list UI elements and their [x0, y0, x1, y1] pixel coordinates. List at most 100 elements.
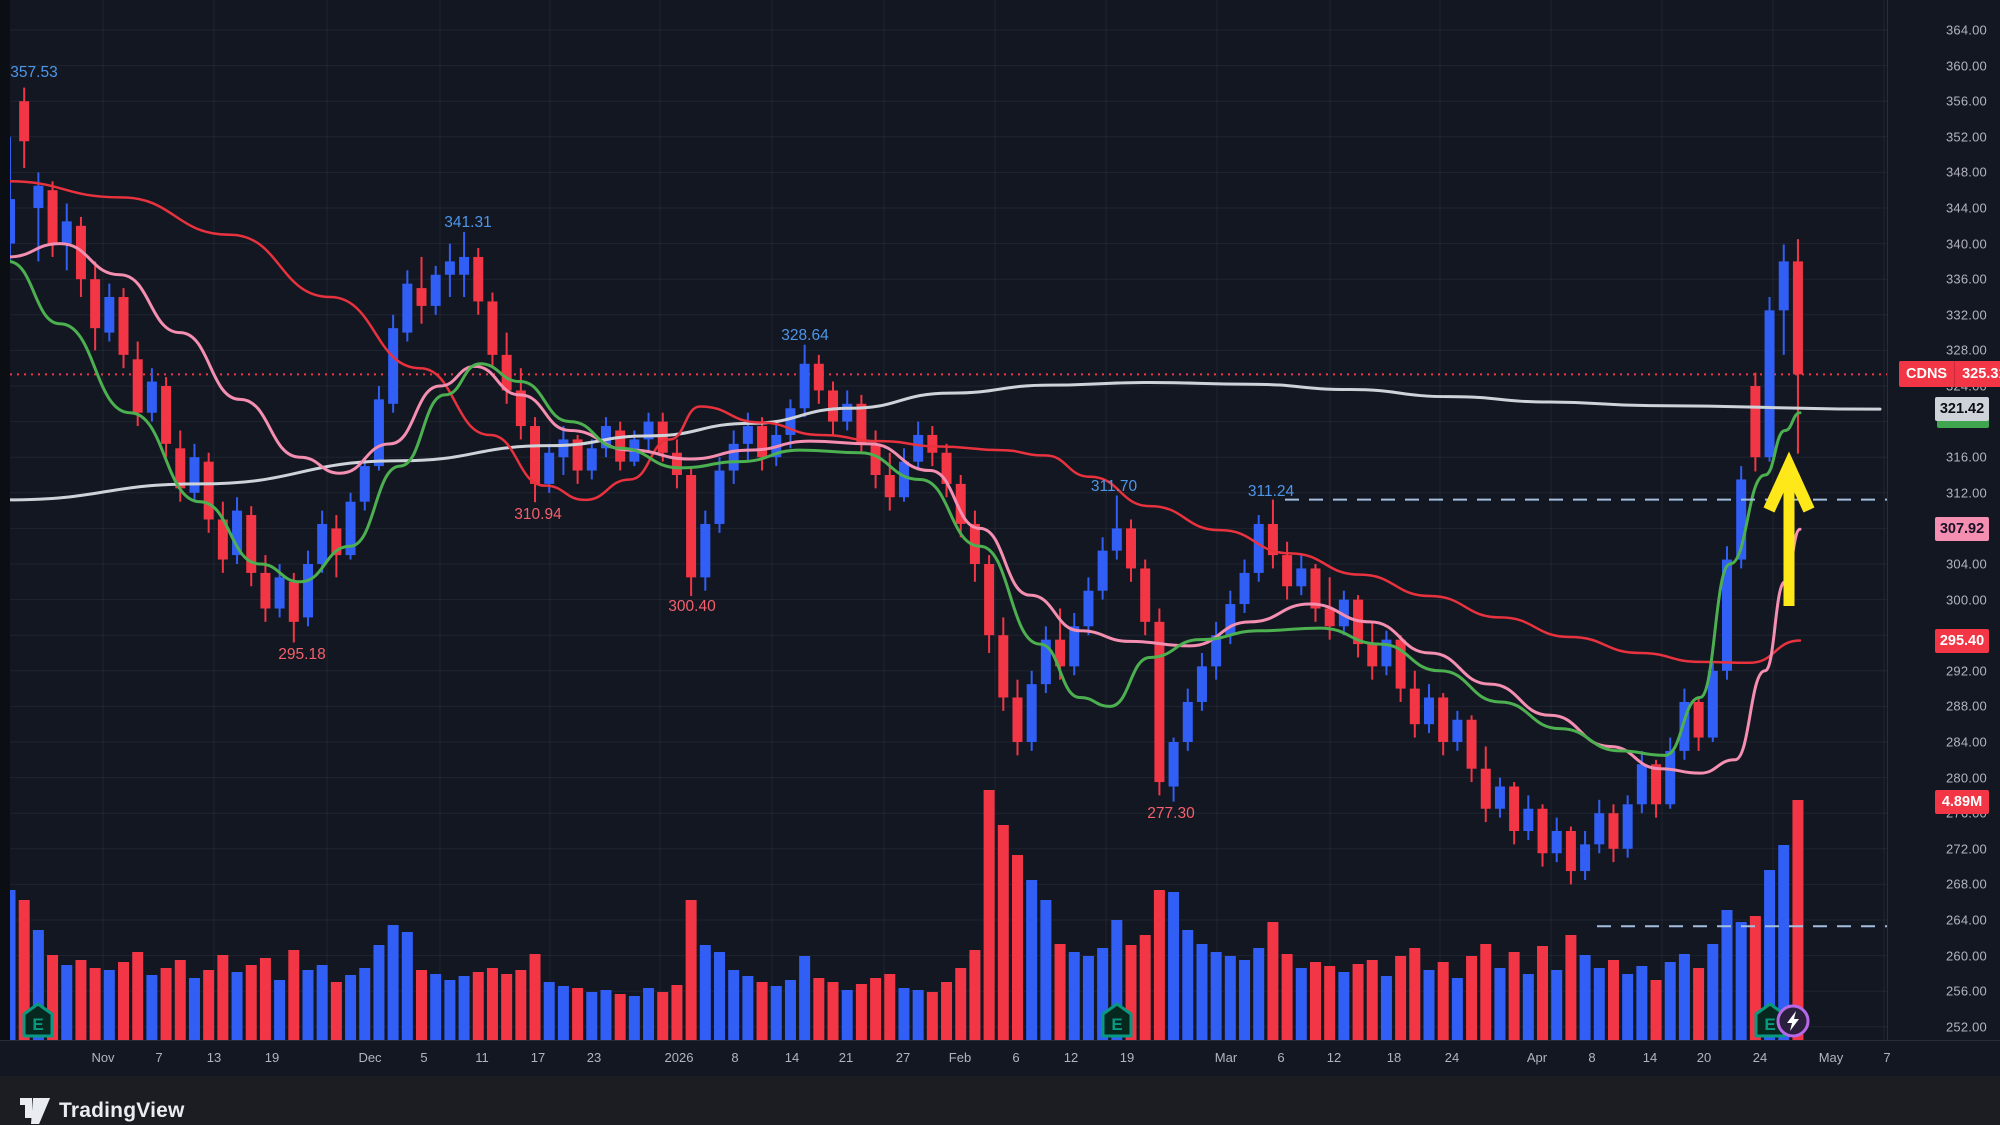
volume-bar [1026, 880, 1038, 1040]
candle-body [842, 403, 853, 422]
volume-bar [1125, 945, 1137, 1040]
breakout-arrow[interactable] [1763, 451, 1815, 606]
volume-bar [1409, 948, 1421, 1040]
candle-body [1665, 750, 1676, 805]
ma-red-line[interactable] [6, 180, 1802, 665]
candle-body [1721, 559, 1732, 671]
price-tick-label: 312.00 [1946, 485, 1987, 501]
price-tick-label: 348.00 [1946, 164, 1987, 180]
candles-layer [5, 87, 1803, 885]
volume-bar [118, 962, 130, 1040]
volume-bar [231, 972, 243, 1040]
volume-bar [870, 978, 882, 1040]
candle-body [19, 101, 30, 142]
price-axis[interactable]: 364.00 360.00 356.00 352.00 348.00 344.00 340.… [1887, 0, 2000, 1040]
tradingview-logo[interactable]: TradingView [20, 1098, 185, 1124]
lightning-icon-bolt [1787, 1011, 1799, 1031]
candle-body [473, 256, 484, 302]
ma-pink-line[interactable] [6, 242, 1802, 775]
candle-body [955, 483, 966, 524]
volume-bar [813, 978, 825, 1040]
red-ma-price-tag[interactable]: 295.40 [1935, 629, 1989, 653]
candle-body [1253, 523, 1264, 573]
volume-bar [1068, 952, 1080, 1040]
volume-bar [1111, 920, 1123, 1040]
arrow-shaft [1783, 474, 1795, 606]
volume-bar [643, 988, 655, 1040]
volume-bar [1565, 935, 1577, 1040]
date-tick-label: 23 [586, 1050, 602, 1065]
volume-bar [543, 982, 555, 1040]
candle-body [104, 297, 115, 333]
candle-body [1211, 635, 1222, 667]
volume-bar [330, 982, 342, 1040]
candle-body [1736, 479, 1747, 560]
volume-bar [1707, 944, 1719, 1040]
candle-body [1296, 568, 1307, 587]
volume-bar [1281, 954, 1293, 1040]
candle-body [1338, 599, 1349, 627]
date-tick-label: 27 [895, 1050, 911, 1065]
pink-ma-price-tag[interactable]: 307.92 [1935, 517, 1989, 541]
date-axis[interactable]: Nov 7 13 19 Dec 5 11 17 23 2026 8 14 21 27 Feb 6 12 19 Mar… [0, 1040, 2000, 1076]
candle-body [288, 581, 299, 622]
volume-bar [1778, 845, 1790, 1040]
volume-bar [1153, 890, 1165, 1040]
candle-body [345, 501, 356, 556]
candle-body [430, 274, 441, 306]
volume-bar [699, 945, 711, 1040]
volume-bar [1693, 968, 1705, 1040]
date-tick-label: 14 [784, 1050, 800, 1065]
candle-body [870, 443, 881, 475]
grid-layer [10, 0, 1887, 1040]
volume-bar [1466, 956, 1478, 1040]
volume-bar [728, 970, 740, 1040]
candle-body [232, 510, 243, 556]
candle-body [1154, 621, 1165, 783]
volume-bar [628, 996, 640, 1040]
ma-white-line[interactable] [6, 380, 1882, 502]
candle-body [643, 421, 654, 440]
volume-bar [784, 980, 796, 1040]
white-ma-price-tag[interactable]: 321.42 [1935, 397, 1989, 421]
candle-wick [1115, 495, 1118, 560]
candle-body [1140, 568, 1151, 622]
last-price-tag[interactable]: CDNS 325.31 [1899, 361, 2000, 387]
candle-body [444, 261, 455, 275]
volume-bar [1395, 956, 1407, 1040]
volume-bar [1579, 955, 1591, 1040]
date-tick-label: 19 [264, 1050, 280, 1065]
candle-body [1324, 608, 1335, 627]
ma-green-line[interactable] [6, 259, 1802, 757]
candle-body [1381, 639, 1392, 667]
candle-body [373, 399, 384, 467]
date-tick-label: Dec [358, 1050, 382, 1065]
candle-body [1707, 670, 1718, 738]
candle-body [600, 426, 611, 449]
candle-body [302, 564, 313, 618]
date-tick-label: Apr [1526, 1050, 1548, 1065]
candle-body [728, 443, 739, 471]
candle-body [941, 452, 952, 484]
price-tick-label: 336.00 [1946, 271, 1987, 287]
candle-body [217, 519, 228, 560]
candle-body [1310, 568, 1321, 609]
candle-body [1097, 550, 1108, 591]
volume-value-tag[interactable]: 4.89M [1935, 790, 1989, 814]
candle-body [1239, 572, 1250, 605]
pivot-label-277.30: 277.30 [1147, 805, 1195, 822]
dashed-levels[interactable] [1285, 498, 1936, 928]
volume-bar [1054, 944, 1066, 1040]
volume-bar [799, 956, 811, 1040]
volume-bar [359, 968, 371, 1040]
pivot-label-341.31: 341.31 [444, 214, 491, 231]
date-tick-label: 8 [731, 1050, 739, 1065]
pivot-labels: 357.53 341.31 328.64 311.70 311.24 310.94 300.… [10, 64, 1294, 822]
volume-bar [1622, 974, 1634, 1040]
candle-body [586, 448, 597, 471]
candle-body [501, 354, 512, 391]
candle-body [813, 363, 824, 391]
